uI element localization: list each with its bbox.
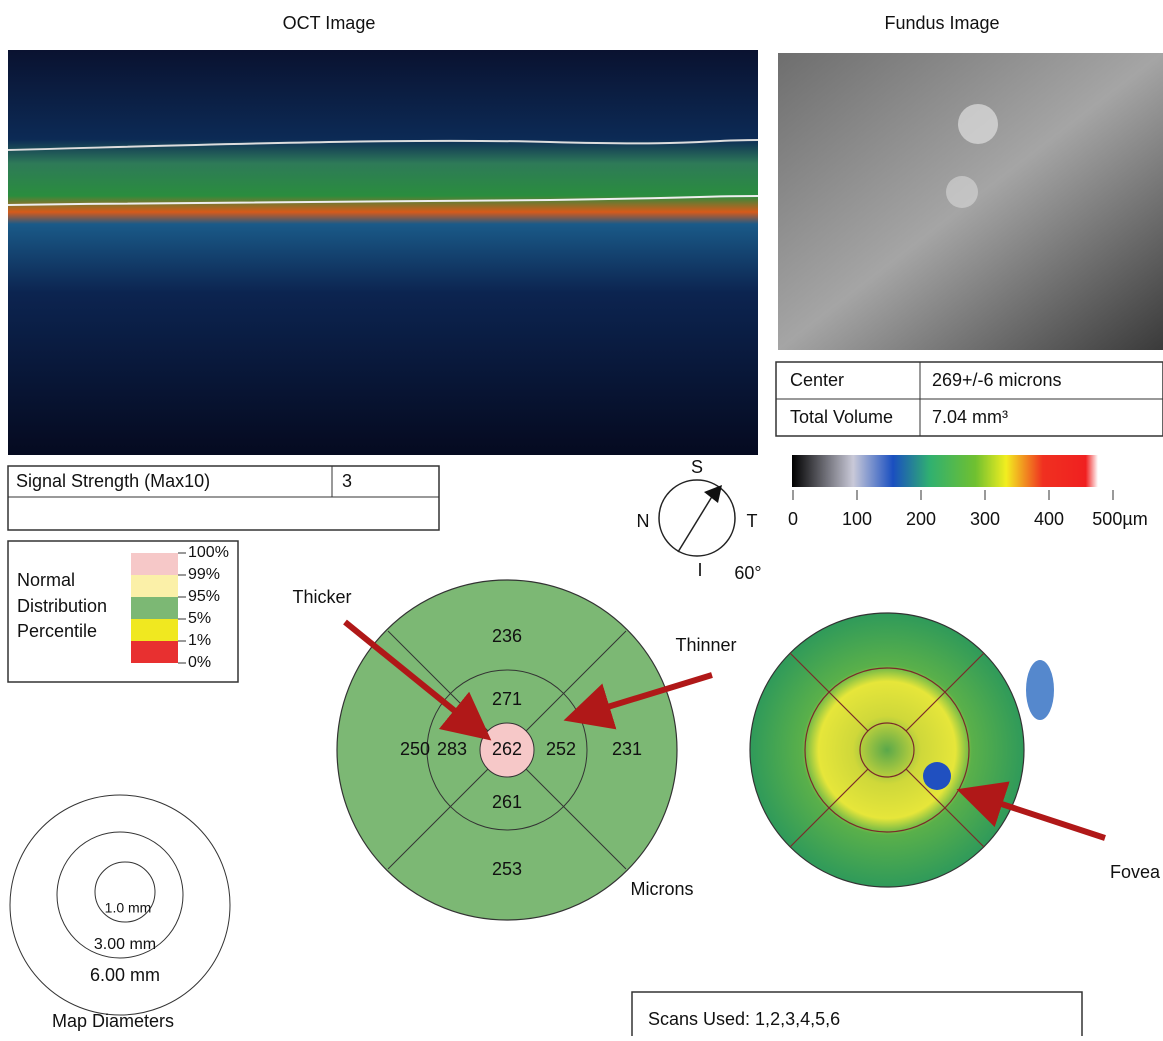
legend-level: 5% [188,610,211,627]
compass-arrow [704,485,722,503]
diameter-label: 1.0 mm [105,900,152,916]
map-dividers [387,630,627,870]
diameter-label: 6.00 mm [90,965,160,985]
compass-needle [677,489,717,553]
colorbar-label: 0 [788,509,798,529]
legend-swatch [131,553,178,575]
colorbar-label: 500µm [1092,509,1147,529]
color-map-ring [859,722,915,778]
annotation: Thinner [675,635,736,655]
legend-title: Percentile [17,621,97,641]
map-center [479,722,535,778]
legend-levels: 100% 99% 95% 5% 1% 0% [178,544,229,671]
oct-title: OCT Image [283,13,376,33]
legend-title: Normal [17,570,75,590]
colorbar-label: 200 [906,509,936,529]
cell: Center [790,370,844,390]
diameter-label: 3.00 mm [94,936,156,953]
legend-swatch [131,575,178,597]
map-value: 271 [492,689,522,709]
legend-title: Distribution [17,596,107,616]
legend [7,540,239,683]
color-map-ring [804,667,970,833]
color-map-dividers [789,652,985,848]
diameter-ring [94,861,156,923]
legend-level: 100% [188,544,229,561]
colorbar-labels: 0 100 200 300 400 500µm [788,490,1148,529]
legend-level: 99% [188,566,220,583]
fundus-spot [958,104,998,144]
cell: Signal Strength (Max10) [16,471,210,491]
scans-box [631,991,1083,1041]
fundus-spot [946,176,978,208]
oct-boundary [7,139,759,151]
legend-level: 95% [188,588,220,605]
map-value: 283 [437,739,467,759]
diameter-ring [9,794,231,1016]
compass-label: I [697,560,702,580]
signal-table [7,465,440,531]
colorbar-label: 300 [970,509,1000,529]
map-value: 236 [492,626,522,646]
map-value: 261 [492,792,522,812]
annotation-arrows [343,619,1106,841]
legend-swatch [131,641,178,663]
cell: 3 [342,471,352,491]
cell: 7.04 mm³ [932,407,1008,427]
cell: Total Volume [790,407,893,427]
legend-swatch [131,597,178,619]
oct-image [8,50,758,455]
legend-level: 1% [188,632,211,649]
oct-boundary [7,195,759,206]
annotation: Thicker [292,587,351,607]
color-map-spot [1026,660,1054,720]
map-value: 252 [546,739,576,759]
compass-label: T [747,511,758,531]
scans-text: Scans Used: 1,2,3,4,5,6 [648,1009,840,1029]
colorbar-label: 100 [842,509,872,529]
compass-label: S [691,457,703,477]
annotation: Microns [630,879,693,899]
map-value: 253 [492,859,522,879]
map-ring [426,669,588,831]
fundus-title: Fundus Image [884,13,999,33]
compass-label: N [637,511,650,531]
map-value: 231 [612,739,642,759]
colorbar [792,455,1098,487]
cell: 269+/-6 microns [932,370,1062,390]
legend-level: 0% [188,654,211,671]
legend-swatch [131,619,178,641]
diameter-title: Map Diameters [52,1011,174,1031]
fovea-spot [923,762,951,790]
map-value: 262 [492,739,522,759]
compass-angle: 60° [734,563,761,583]
annotation: Fovea [1110,862,1161,882]
compass [658,479,736,557]
map-value: 250 [400,739,430,759]
diameter-ring [56,831,184,959]
colorbar-label: 400 [1034,509,1064,529]
